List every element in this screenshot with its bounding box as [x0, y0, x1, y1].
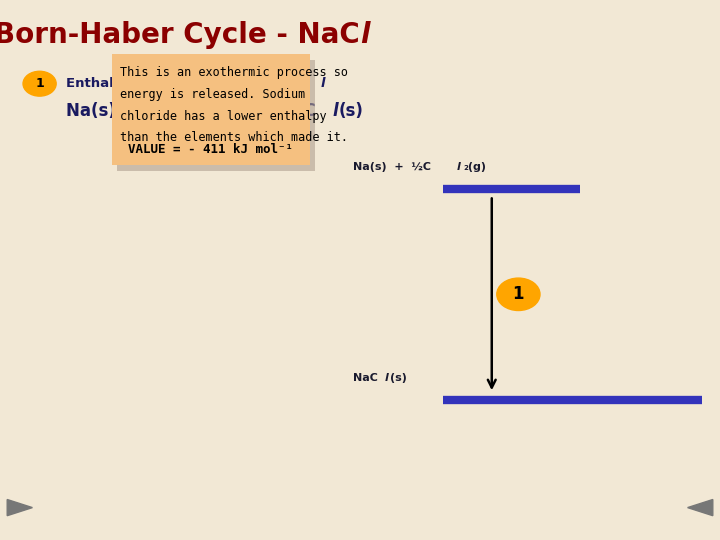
Text: Born-Haber Cycle - NaC: Born-Haber Cycle - NaC: [0, 21, 360, 49]
FancyBboxPatch shape: [117, 60, 315, 171]
Text: Enthalpy of formation of NaC: Enthalpy of formation of NaC: [66, 77, 284, 90]
Text: 1: 1: [35, 77, 44, 90]
Text: energy is released. Sodium: energy is released. Sodium: [120, 88, 305, 101]
Text: (s): (s): [338, 102, 364, 120]
Text: Na(s)  +  ½C: Na(s) + ½C: [66, 102, 182, 120]
Text: chloride has a lower enthalpy: chloride has a lower enthalpy: [120, 110, 327, 123]
Text: l: l: [179, 102, 184, 120]
Text: than the elements which made it.: than the elements which made it.: [120, 131, 348, 144]
Polygon shape: [688, 500, 713, 516]
Text: l: l: [320, 77, 325, 90]
Text: 1: 1: [513, 285, 524, 303]
Text: VALUE = - 411 kJ mol⁻¹: VALUE = - 411 kJ mol⁻¹: [128, 143, 293, 156]
Text: l: l: [384, 373, 388, 383]
Text: ₂(g): ₂(g): [463, 163, 486, 172]
Text: ₂(g)   ⟶   NaC: ₂(g) ⟶ NaC: [186, 102, 315, 120]
Text: Na(s)  +  ½C: Na(s) + ½C: [353, 163, 431, 172]
Circle shape: [23, 71, 56, 96]
FancyBboxPatch shape: [112, 54, 310, 165]
Text: l: l: [456, 163, 460, 172]
Circle shape: [497, 278, 540, 310]
Text: NaC: NaC: [353, 373, 378, 383]
Polygon shape: [7, 500, 32, 516]
Text: (s): (s): [390, 373, 407, 383]
Text: This is an exothermic process so: This is an exothermic process so: [120, 66, 348, 79]
Text: l: l: [333, 102, 338, 120]
Text: l: l: [360, 21, 369, 49]
